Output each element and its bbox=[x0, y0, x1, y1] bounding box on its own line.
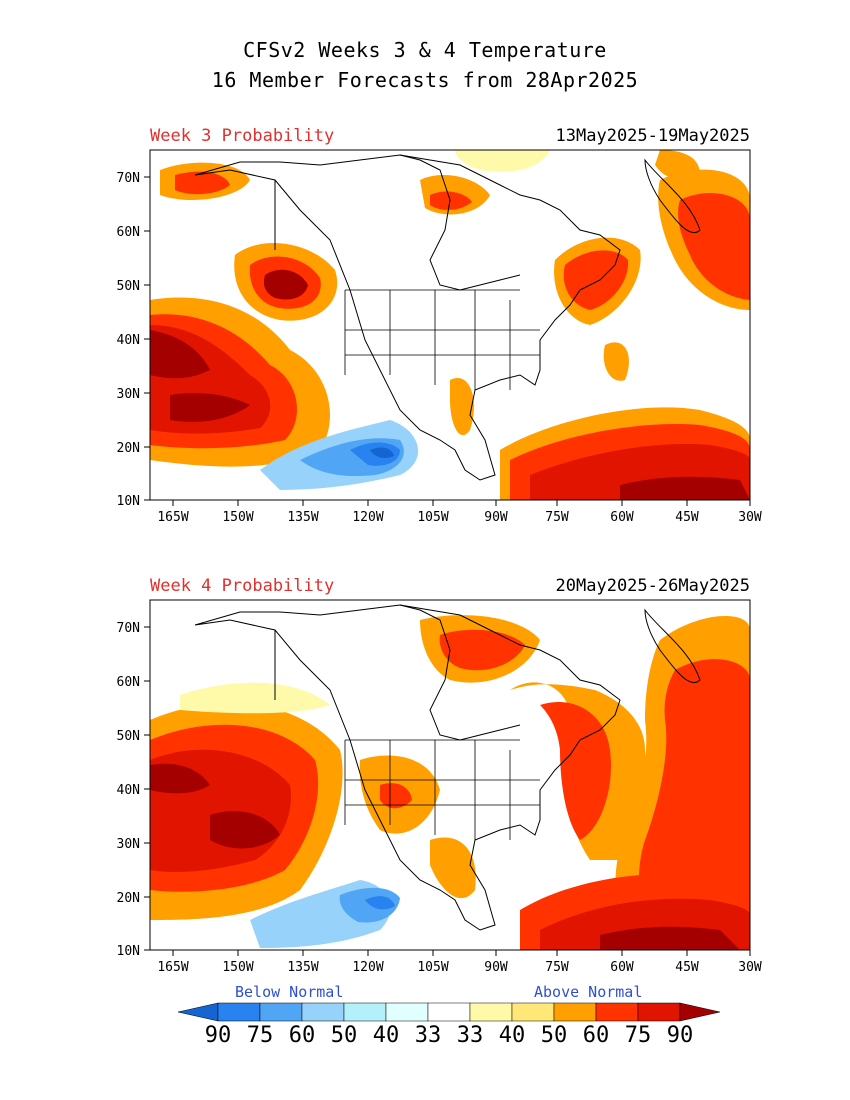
lon-tick: 105W bbox=[417, 510, 448, 525]
week3-map: 70N 60N 50N 40N 30N 20N 10N 165W 150W 13… bbox=[100, 140, 780, 534]
lon-tick: 105W bbox=[417, 960, 448, 975]
lon-tick: 150W bbox=[222, 960, 253, 975]
lon-tick: 135W bbox=[287, 960, 318, 975]
lon-tick: 30W bbox=[738, 960, 762, 975]
below-normal-label: Below Normal bbox=[235, 983, 344, 1001]
colorbar-value: 40 bbox=[499, 1023, 526, 1048]
week3-lat-axis: 70N 60N 50N 40N 30N 20N 10N bbox=[117, 171, 150, 509]
lat-tick: 10N bbox=[117, 944, 140, 959]
lon-tick: 120W bbox=[352, 960, 383, 975]
lat-tick: 50N bbox=[117, 279, 140, 294]
week3-dates: 13May2025-19May2025 bbox=[555, 126, 750, 146]
colorbar-value: 90 bbox=[205, 1023, 232, 1048]
lat-tick: 70N bbox=[117, 171, 140, 186]
lon-tick: 135W bbox=[287, 510, 318, 525]
lon-tick: 165W bbox=[157, 510, 188, 525]
lon-tick: 150W bbox=[222, 510, 253, 525]
colorbar-value: 50 bbox=[331, 1023, 358, 1048]
week4-label: Week 4 Probability bbox=[150, 576, 335, 596]
lat-tick: 60N bbox=[117, 225, 140, 240]
above-normal-label: Above Normal bbox=[534, 983, 643, 1001]
lon-tick: 120W bbox=[352, 510, 383, 525]
week3-lon-axis: 165W 150W 135W 120W 105W 90W 75W 60W 45W… bbox=[157, 500, 762, 525]
lon-tick: 90W bbox=[484, 960, 508, 975]
lat-tick: 40N bbox=[117, 783, 140, 798]
colorbar-cell bbox=[553, 1002, 597, 1022]
colorbar: 90 75 60 50 40 33 33 40 50 60 75 90 bbox=[170, 1000, 730, 1054]
colorbar-right-arrow bbox=[679, 1002, 721, 1022]
lat-tick: 70N bbox=[117, 621, 140, 636]
lon-tick: 75W bbox=[545, 960, 569, 975]
colorbar-value: 33 bbox=[415, 1023, 442, 1048]
colorbar-value: 40 bbox=[373, 1023, 400, 1048]
lat-tick: 40N bbox=[117, 333, 140, 348]
colorbar-left-arrow bbox=[177, 1002, 219, 1022]
week4-dates: 20May2025-26May2025 bbox=[555, 576, 750, 596]
lon-tick: 45W bbox=[675, 510, 699, 525]
lat-tick: 10N bbox=[117, 494, 140, 509]
colorbar-value: 75 bbox=[247, 1023, 274, 1048]
colorbar-cell bbox=[469, 1002, 513, 1022]
lon-tick: 75W bbox=[545, 510, 569, 525]
colorbar-cell bbox=[301, 1002, 345, 1022]
lon-tick: 45W bbox=[675, 960, 699, 975]
lat-tick: 20N bbox=[117, 441, 140, 456]
lon-tick: 60W bbox=[610, 510, 634, 525]
colorbar-value: 90 bbox=[667, 1023, 694, 1048]
colorbar-cell bbox=[343, 1002, 387, 1022]
colorbar-value: 60 bbox=[289, 1023, 316, 1048]
lat-tick: 50N bbox=[117, 729, 140, 744]
week4-map: 70N 60N 50N 40N 30N 20N 10N 165W 150W 13… bbox=[100, 590, 780, 984]
colorbar-cell bbox=[595, 1002, 639, 1022]
colorbar-value: 75 bbox=[625, 1023, 652, 1048]
lon-tick: 30W bbox=[738, 510, 762, 525]
colorbar-value: 50 bbox=[541, 1023, 568, 1048]
week4-lon-axis: 165W 150W 135W 120W 105W 90W 75W 60W 45W… bbox=[157, 950, 762, 975]
chart-title-line2: 16 Member Forecasts from 28Apr2025 bbox=[211, 68, 639, 92]
colorbar-cell bbox=[637, 1002, 681, 1022]
colorbar-cell bbox=[385, 1002, 429, 1022]
week4-lat-axis: 70N 60N 50N 40N 30N 20N 10N bbox=[117, 621, 150, 959]
lat-tick: 30N bbox=[117, 837, 140, 852]
colorbar-value: 60 bbox=[583, 1023, 610, 1048]
lon-tick: 165W bbox=[157, 960, 188, 975]
lon-tick: 60W bbox=[610, 960, 634, 975]
colorbar-cell bbox=[427, 1002, 471, 1022]
colorbar-value: 33 bbox=[457, 1023, 484, 1048]
chart-title-line1: CFSv2 Weeks 3 & 4 Temperature bbox=[243, 38, 607, 62]
lat-tick: 20N bbox=[117, 891, 140, 906]
lon-tick: 90W bbox=[484, 510, 508, 525]
colorbar-cell bbox=[259, 1002, 303, 1022]
colorbar-cell bbox=[217, 1002, 261, 1022]
week3-label: Week 3 Probability bbox=[150, 126, 335, 146]
colorbar-cell bbox=[511, 1002, 555, 1022]
lat-tick: 60N bbox=[117, 675, 140, 690]
lat-tick: 30N bbox=[117, 387, 140, 402]
